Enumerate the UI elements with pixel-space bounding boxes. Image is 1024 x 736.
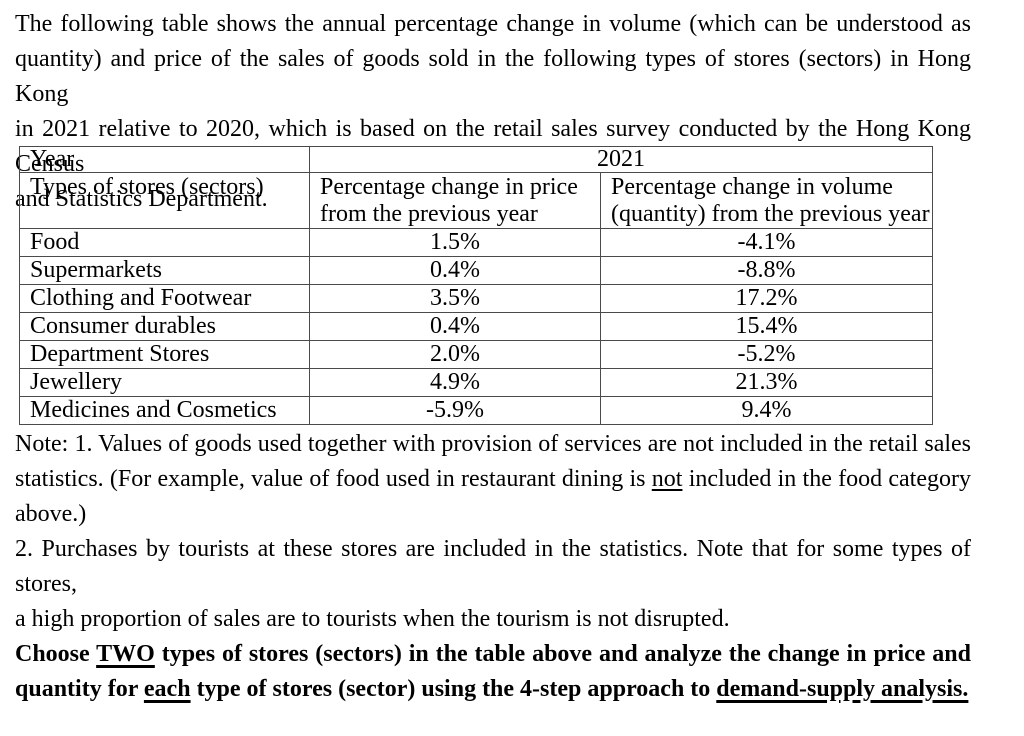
table-row: Medicines and Cosmetics -5.9% 9.4% bbox=[19, 396, 933, 425]
question-l1-post: types of stores (sectors) in the table a… bbox=[154, 641, 971, 667]
volume-cell: -8.8% bbox=[600, 256, 933, 285]
volume-cell: -5.2% bbox=[600, 340, 933, 369]
intro-line-1: The following table shows the annual per… bbox=[15, 11, 971, 37]
note1-line-1: Note: 1. Values of goods used together w… bbox=[15, 431, 971, 457]
question-underlined-two: TWO bbox=[96, 641, 155, 667]
question-l1-pre: Choose bbox=[15, 641, 97, 667]
price-cell: 2.0% bbox=[309, 340, 601, 369]
retail-sales-table: Year 2021 Types of stores (sectors) Perc… bbox=[19, 146, 933, 425]
question-l2-mid: type of stores (sector) using the 4-step… bbox=[190, 676, 717, 702]
volume-cell: -4.1% bbox=[600, 228, 933, 257]
note1-line2-pre: statistics. (For example, value of food … bbox=[15, 466, 652, 492]
table-row: Consumer durables 0.4% 15.4% bbox=[19, 312, 933, 341]
table-row: Clothing and Footwear 3.5% 17.2% bbox=[19, 284, 933, 313]
price-cell: 1.5% bbox=[309, 228, 601, 257]
question-line-2: quantity for each type of stores (sector… bbox=[15, 672, 971, 707]
year-value-cell: 2021 bbox=[309, 146, 933, 173]
note2-paragraph: 2. Purchases by tourists at these stores… bbox=[15, 532, 971, 637]
table-row: Department Stores 2.0% -5.2% bbox=[19, 340, 933, 369]
price-cell: 4.9% bbox=[309, 368, 601, 397]
question-l2-pre: quantity for bbox=[15, 676, 144, 702]
price-cell: 0.4% bbox=[309, 256, 601, 285]
table-header-row: Types of stores (sectors) Percentage cha… bbox=[19, 172, 933, 229]
note1-paragraph: Note: 1. Values of goods used together w… bbox=[15, 427, 971, 532]
price-cell: 3.5% bbox=[309, 284, 601, 313]
note1-line-2: statistics. (For example, value of food … bbox=[15, 462, 971, 497]
volume-cell: 15.4% bbox=[600, 312, 933, 341]
sector-cell: Jewellery bbox=[19, 368, 310, 397]
volume-cell: 17.2% bbox=[600, 284, 933, 313]
question-line-1: Choose TWO types of stores (sectors) in … bbox=[15, 637, 971, 672]
year-label-cell: Year bbox=[19, 146, 310, 173]
sector-cell: Food bbox=[19, 228, 310, 257]
header-sector-cell: Types of stores (sectors) bbox=[19, 172, 310, 229]
table-row: Food 1.5% -4.1% bbox=[19, 228, 933, 257]
question-underlined-each: each bbox=[143, 676, 191, 702]
sector-cell: Medicines and Cosmetics bbox=[19, 396, 310, 425]
table-row-year: Year 2021 bbox=[19, 146, 933, 173]
volume-cell: 9.4% bbox=[600, 396, 933, 425]
header-price-line2: from the previous year bbox=[320, 201, 538, 227]
note1-underlined-not: not bbox=[651, 466, 683, 492]
table-row: Jewellery 4.9% 21.3% bbox=[19, 368, 933, 397]
sector-cell: Supermarkets bbox=[19, 256, 310, 285]
header-price-line1: Percentage change in price bbox=[320, 174, 578, 200]
note1-line2-post: included in the food category bbox=[682, 466, 971, 492]
intro-line-2: quantity) and price of the sales of good… bbox=[15, 46, 971, 107]
price-cell: 0.4% bbox=[309, 312, 601, 341]
table-row: Supermarkets 0.4% -8.8% bbox=[19, 256, 933, 285]
note2-line-2: a high proportion of sales are to touris… bbox=[15, 606, 730, 632]
note2-line-1: 2. Purchases by tourists at these stores… bbox=[15, 536, 971, 597]
header-volume-line1: Percentage change in volume bbox=[611, 174, 893, 200]
question-underlined-analysis: demand-supply analysis. bbox=[716, 676, 969, 702]
sector-cell: Department Stores bbox=[19, 340, 310, 369]
question-paragraph: Choose TWO types of stores (sectors) in … bbox=[15, 637, 971, 707]
header-volume-line2: (quantity) from the previous year bbox=[611, 201, 930, 227]
header-volume-cell: Percentage change in volume (quantity) f… bbox=[600, 172, 933, 229]
price-cell: -5.9% bbox=[309, 396, 601, 425]
note1-line-3: above.) bbox=[15, 501, 87, 527]
sector-cell: Clothing and Footwear bbox=[19, 284, 310, 313]
sector-cell: Consumer durables bbox=[19, 312, 310, 341]
volume-cell: 21.3% bbox=[600, 368, 933, 397]
header-price-cell: Percentage change in price from the prev… bbox=[309, 172, 601, 229]
